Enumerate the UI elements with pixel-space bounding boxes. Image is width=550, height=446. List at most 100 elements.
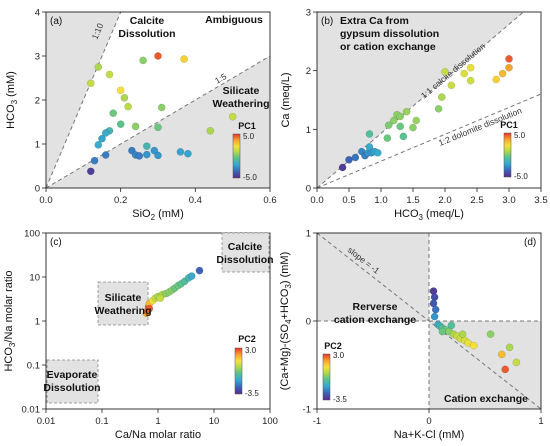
panel-label-d: (d) (524, 237, 536, 248)
axes-b: 0.0 0.5 1.0 1.5 2.0 2.5 3.0 3.5 0 1 2 3 (306, 8, 548, 207)
colorbar-min-a: -5.0 (243, 173, 257, 182)
axes-d: -1 0 1 -1 0 1 (303, 229, 544, 428)
x-tick-label: 0.1 (95, 416, 108, 427)
colorbar-gradient-d (322, 353, 331, 401)
ratio-line-1-2 (316, 93, 542, 189)
data-point (430, 312, 439, 321)
plot-frame-b (316, 11, 542, 189)
data-point (87, 167, 95, 176)
colorbar-min-d: -3.5 (333, 395, 347, 404)
x-tick-label: 100 (262, 416, 278, 427)
colorbar-title-a: PC1 (238, 121, 256, 131)
data-point (498, 69, 507, 78)
colorbar-gradient-c (234, 347, 243, 395)
data-point (157, 103, 166, 112)
x-tick-label: 1 (538, 416, 543, 427)
data-point (437, 93, 446, 101)
data-point (434, 105, 443, 113)
data-point (466, 63, 475, 72)
data-point (458, 330, 467, 339)
calcite-dissolution-box (221, 232, 270, 273)
points-b (338, 55, 513, 172)
data-point (505, 63, 513, 72)
annotation-gypsum: gypsum dissolution (340, 28, 439, 40)
axes-c: 0.01 0.1 1 10 100 0.01 0.1 1 10 100 (22, 229, 278, 428)
annotation-calcite-c: Calcite (228, 241, 263, 253)
data-point (124, 102, 132, 111)
x-axis-label-c: Ca/Na molar ratio (115, 429, 201, 441)
panel-label-a: (a) (50, 16, 62, 27)
x-tick-label: -1 (313, 416, 321, 427)
data-point (98, 134, 106, 143)
data-point (116, 120, 125, 128)
panel-c: (c) Calcite Dissolution Silicate Weather… (3, 229, 278, 442)
data-point (142, 142, 151, 150)
colorbar-a: PC1 5.0 -5.0 (232, 121, 257, 182)
data-point (492, 75, 501, 84)
y-tick-label: 100 (24, 229, 40, 240)
colorbar-title-d: PC2 (324, 341, 342, 351)
ratio-line-1-10 (45, 11, 122, 189)
data-point (447, 81, 456, 90)
data-point (505, 55, 513, 63)
y-tick-label: 10 (29, 273, 40, 284)
colorbar-gradient-a (232, 133, 241, 179)
y-axis-label-d: (Ca+Mg)-(SO4+HCO3) (mM) (279, 252, 293, 390)
data-point (345, 155, 353, 164)
points-d (429, 287, 521, 374)
data-point (338, 163, 347, 172)
data-point (373, 148, 382, 157)
data-point (135, 152, 144, 160)
annotation-extra-ca: Extra Ca from (340, 15, 409, 27)
y-tick-label: 1 (35, 140, 40, 151)
x-tick-label: 0.5 (342, 195, 355, 206)
colorbar-b: PC1 5.0 -5.0 (500, 120, 528, 181)
data-point (396, 122, 405, 131)
data-point (396, 112, 405, 121)
data-point (109, 109, 117, 117)
y-tick-label: 0 (35, 184, 40, 195)
x-axis-label-b: HCO3 (meq/L) (394, 208, 464, 222)
annotation-ambiguous: Ambiguous (205, 14, 263, 26)
data-point (184, 149, 192, 158)
data-point (441, 68, 449, 76)
data-point (120, 94, 129, 102)
data-point (469, 341, 478, 350)
annotation-cation-exchange: or cation exchange (340, 41, 436, 53)
annotation-calcite: Calcite (130, 15, 165, 27)
x-tick-label: 0 (426, 416, 431, 427)
colorbar-max-c: 3.0 (245, 346, 257, 355)
y-axis-label-a: HCO3 (mM) (5, 71, 19, 129)
data-point (94, 141, 103, 149)
annotation-evaporate-dissolution: Dissolution (43, 382, 100, 394)
x-tick-label: 1.0 (374, 195, 387, 206)
y-axis-label-c: HCO3/Na molar ratio (3, 270, 17, 371)
data-point (145, 304, 154, 313)
colorbar-c: PC2 3.0 -3.5 (234, 334, 259, 398)
silicate-weathering-box (97, 281, 149, 326)
data-point (512, 358, 521, 367)
data-point (116, 86, 125, 95)
y-tick-label: 4 (35, 8, 40, 19)
points-c (142, 266, 204, 318)
data-point (466, 76, 475, 85)
y-tick-label: 2 (35, 96, 40, 107)
annotation-calcite-dissolution: Dissolution (118, 28, 175, 40)
colorbar-d: PC2 3.0 -3.5 (322, 341, 347, 404)
data-point (383, 134, 392, 142)
x-axis-label-a: SiO2 (mM) (132, 208, 184, 222)
y-tick-label: 0.01 (22, 405, 41, 416)
y-tick-label: -1 (303, 405, 311, 416)
data-point (505, 343, 514, 352)
y-tick-label: 0.1 (27, 361, 40, 372)
panel-label-c: (c) (50, 237, 62, 248)
annotation-calcite-dissolution-c: Dissolution (216, 254, 273, 266)
x-tick-label: 1.5 (406, 195, 419, 206)
data-point (142, 150, 151, 159)
data-point (154, 123, 162, 132)
x-tick-label: 0.01 (37, 416, 56, 427)
data-point (131, 122, 140, 131)
data-point (412, 116, 421, 125)
x-tick-label: 2.5 (470, 195, 483, 206)
data-point (87, 79, 95, 88)
